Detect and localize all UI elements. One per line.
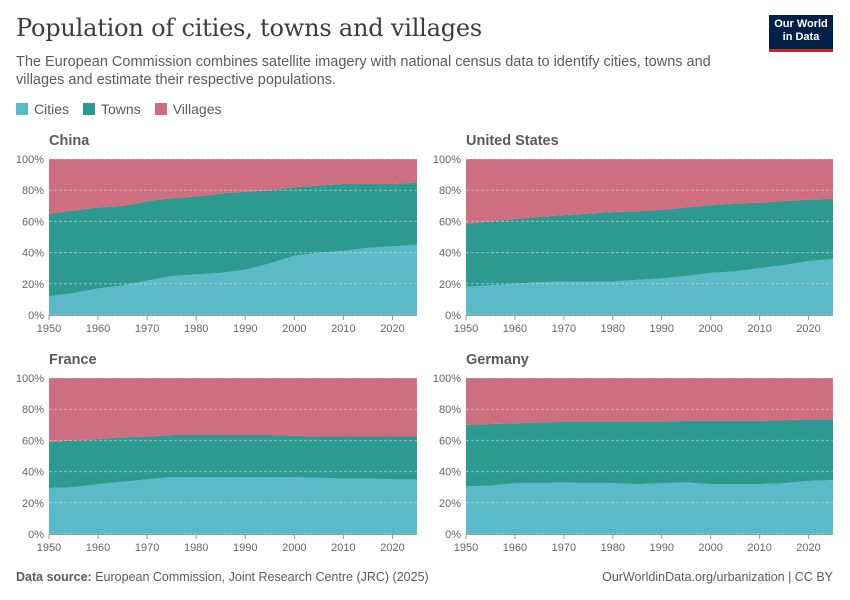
y-tick-label-germany: 40% [439, 467, 461, 479]
panel-united-states: United States 0% 20% 40% 60% 80% 100% 1950 1960 1… [433, 133, 833, 335]
y-tick-label-germany: 80% [439, 404, 461, 416]
panel-china: China 0% 20% 40% 60% 80% 100% 1950 1960 1970 1980 1… [16, 133, 417, 335]
x-tick-label-france: 1950 [37, 542, 61, 554]
footer-source-text[interactable]: European Commission, Joint Research Cent… [95, 570, 429, 584]
y-tick-label-united-states: 80% [439, 185, 461, 197]
area-towns-france [49, 434, 417, 488]
y-tick-label-china: 60% [22, 216, 44, 228]
y-tick-label-united-states: 100% [433, 154, 461, 166]
chart-subtitle: The European Commission combines satelli… [16, 54, 711, 88]
x-tick-label-germany: 1990 [649, 542, 673, 554]
x-tick-label-germany: 1970 [552, 542, 576, 554]
panel-title-france: France [49, 352, 97, 368]
charts-grid: China 0% 20% 40% 60% 80% 100% 1950 1960 1970 1980 1… [16, 133, 833, 554]
y-tick-label-united-states: 60% [439, 216, 461, 228]
area-cities-germany [466, 480, 833, 534]
y-tick-label-germany: 100% [433, 373, 461, 385]
x-tick-label-china: 2000 [282, 323, 306, 335]
panel-title-china: China [49, 133, 90, 149]
area-villages-united-states [466, 159, 833, 224]
panel-title-germany: Germany [466, 352, 529, 368]
y-tick-label-germany: 20% [439, 498, 461, 510]
owid-logo[interactable]: Our World in Data [769, 15, 833, 52]
legend-swatch-cities [16, 103, 28, 115]
x-tick-label-germany: 1950 [454, 542, 478, 554]
y-tick-label-china: 100% [16, 154, 44, 166]
legend-swatch-towns [83, 103, 96, 115]
legend-swatch-villages [154, 103, 167, 115]
logo-line-2: in Data [782, 31, 820, 43]
legend-label-villages: Villages [172, 101, 222, 117]
x-tick-label-france: 1990 [233, 542, 257, 554]
x-tick-label-china: 1990 [233, 323, 257, 335]
x-tick-label-united-states: 1950 [454, 323, 478, 335]
x-tick-label-united-states: 1980 [601, 323, 625, 335]
legend-item-towns[interactable]: Towns [83, 101, 141, 117]
legend: Cities Towns Villages [16, 101, 221, 117]
x-tick-label-united-states: 2000 [698, 323, 722, 335]
area-cities-united-states [466, 258, 833, 315]
y-tick-label-china: 0% [28, 310, 44, 322]
x-tick-label-china: 1970 [135, 323, 159, 335]
y-tick-label-germany: 60% [439, 435, 461, 447]
area-cities-china [49, 244, 417, 315]
area-villages-germany [466, 378, 833, 425]
panel-germany: Germany 0% 20% 40% 60% 80% 100% 1950 1960 1970 198… [433, 352, 833, 554]
x-tick-label-china: 1960 [86, 323, 110, 335]
y-tick-label-china: 40% [22, 248, 44, 260]
x-tick-label-germany: 1960 [503, 542, 527, 554]
y-tick-label-france: 40% [22, 467, 44, 479]
y-tick-label-united-states: 0% [445, 310, 461, 322]
legend-label-cities: Cities [34, 101, 70, 117]
y-tick-label-france: 80% [22, 404, 44, 416]
x-tick-label-france: 2020 [380, 542, 404, 554]
y-tick-label-germany: 0% [445, 529, 461, 541]
footer-source: Data source: European Commission, Joint … [16, 570, 429, 584]
y-tick-label-china: 20% [22, 279, 44, 291]
x-tick-label-china: 1980 [184, 323, 208, 335]
area-villages-france [49, 378, 417, 442]
x-tick-label-china: 2020 [380, 323, 404, 335]
area-cities-france [49, 477, 417, 534]
x-tick-label-germany: 2020 [796, 542, 820, 554]
area-towns-china [49, 182, 417, 297]
x-tick-label-united-states: 1960 [503, 323, 527, 335]
footer-url[interactable]: OurWorldinData.org/urbanization | CC BY [602, 570, 833, 584]
x-tick-label-united-states: 2020 [796, 323, 820, 335]
legend-label-towns: Towns [101, 101, 141, 117]
x-tick-label-china: 2010 [331, 323, 355, 335]
logo-line-1: Our World [774, 18, 828, 30]
x-tick-label-france: 1960 [86, 542, 110, 554]
y-tick-label-united-states: 20% [439, 279, 461, 291]
y-tick-label-france: 20% [22, 498, 44, 510]
area-towns-germany [466, 419, 833, 487]
x-tick-label-united-states: 2010 [747, 323, 771, 335]
area-villages-china [49, 159, 417, 214]
x-tick-label-france: 2010 [331, 542, 355, 554]
area-towns-united-states [466, 198, 833, 287]
x-tick-label-france: 2000 [282, 542, 306, 554]
footer-source-label: Data source: [16, 570, 92, 584]
x-tick-label-germany: 1980 [601, 542, 625, 554]
x-tick-label-germany: 2000 [698, 542, 722, 554]
x-tick-label-france: 1980 [184, 542, 208, 554]
legend-item-cities[interactable]: Cities [16, 101, 69, 117]
x-tick-label-united-states: 1970 [552, 323, 576, 335]
y-tick-label-china: 80% [22, 185, 44, 197]
y-tick-label-france: 100% [16, 373, 44, 385]
x-tick-label-china: 1950 [37, 323, 61, 335]
panel-france: France 0% 20% 40% 60% 80% 100% 1950 1960 1970 1980… [16, 352, 417, 554]
legend-item-villages[interactable]: Villages [154, 101, 222, 117]
x-tick-label-united-states: 1990 [649, 323, 673, 335]
y-tick-label-united-states: 40% [439, 248, 461, 260]
panel-title-united-states: United States [466, 133, 559, 149]
x-tick-label-germany: 2010 [747, 542, 771, 554]
y-tick-label-france: 0% [28, 529, 44, 541]
y-tick-label-france: 60% [22, 435, 44, 447]
chart-title: Population of cities, towns and villages [16, 14, 483, 42]
x-tick-label-france: 1970 [135, 542, 159, 554]
